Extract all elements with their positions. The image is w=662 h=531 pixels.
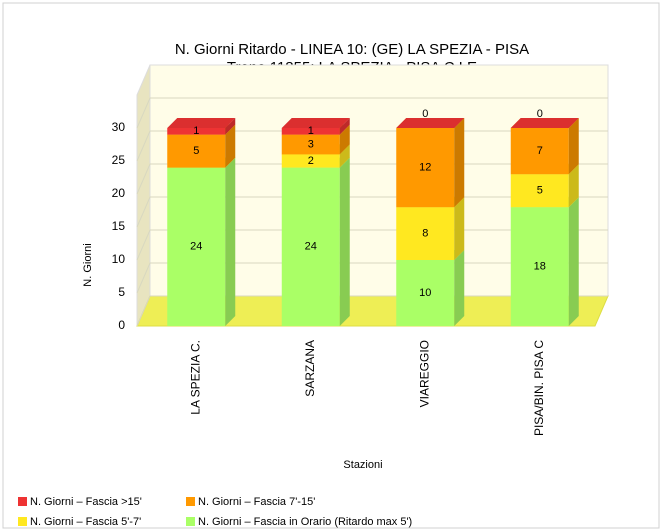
bar-side: [339, 124, 350, 155]
bar-side: [339, 118, 350, 135]
x-tick-label: SARZANA: [303, 340, 317, 397]
bar-side: [225, 118, 236, 135]
value-label: 12: [419, 162, 431, 174]
value-label: 18: [534, 261, 546, 273]
value-label: 24: [305, 241, 317, 253]
bar-top: [396, 118, 465, 128]
y-tick-label: 15: [112, 219, 126, 233]
bar-segment: [510, 174, 569, 208]
bar-side: [568, 164, 579, 208]
legend-label: N. Giorni – Fascia >15': [30, 496, 142, 508]
legend-label: N. Giorni – Fascia 7'-15': [198, 496, 315, 508]
bar-side: [454, 118, 465, 208]
legend-label: N. Giorni – Fascia 5'-7': [30, 516, 141, 528]
bar-segment: [167, 167, 226, 326]
bar-side: [454, 197, 465, 260]
bar-segment: [396, 207, 455, 260]
y-tick-label: 30: [112, 120, 126, 134]
bar-segment: [281, 134, 340, 155]
y-tick-label: 25: [112, 153, 126, 167]
bar-segment: [281, 128, 340, 135]
bar-side: [339, 157, 350, 326]
bar-segment: [167, 134, 226, 168]
bar-segment: [510, 207, 569, 326]
bar-top: [281, 118, 350, 128]
legend-label: N. Giorni – Fascia in Orario (Ritardo ma…: [198, 516, 412, 528]
legend-swatch: [18, 517, 27, 526]
x-axis-label: Stazioni: [343, 459, 382, 471]
bar-side: [568, 118, 579, 175]
value-label: 2: [308, 155, 314, 167]
value-label: 8: [422, 228, 428, 240]
y-axis-label: N. Giorni: [82, 243, 94, 286]
legend-swatch: [18, 497, 27, 506]
value-label: 1: [193, 125, 199, 137]
bar-top: [167, 118, 236, 128]
x-tick-label: PISA/BIN. PISA C: [532, 340, 546, 436]
value-label: 24: [190, 241, 202, 253]
x-tick-label: VIAREGGIO: [417, 340, 431, 407]
bar-top: [510, 118, 579, 128]
bar-segment: [281, 167, 340, 326]
value-label: 1: [308, 125, 314, 137]
value-label: 3: [308, 138, 314, 150]
bar-side: [225, 157, 236, 326]
value-label: 10: [419, 287, 431, 299]
legend-swatch: [186, 497, 195, 506]
chart-title: N. Giorni Ritardo - LINEA 10: (GE) LA SP…: [175, 41, 529, 58]
legend-swatch: [186, 517, 195, 526]
value-label: 0: [422, 108, 428, 120]
bar-side: [454, 250, 465, 326]
y-tick-label: 5: [118, 285, 125, 299]
y-tick-label: 20: [112, 186, 126, 200]
y-tick-label: 0: [118, 318, 125, 332]
grid-line: [136, 97, 608, 129]
bar-segment: [510, 128, 569, 175]
value-label: 0: [537, 108, 543, 120]
value-label: 5: [537, 185, 543, 197]
bar-side: [339, 144, 350, 168]
side-wall: [136, 64, 151, 327]
bar-segment: [396, 128, 455, 208]
bar-segment: [167, 128, 226, 135]
bar-side: [225, 124, 236, 168]
x-tick-label: LA SPEZIA C.: [188, 340, 202, 415]
bar-segment: [281, 154, 340, 168]
bar-segment: [396, 260, 455, 326]
y-tick-label: 10: [112, 252, 126, 266]
value-label: 7: [537, 145, 543, 157]
bar-side: [568, 197, 579, 326]
value-label: 5: [193, 145, 199, 157]
